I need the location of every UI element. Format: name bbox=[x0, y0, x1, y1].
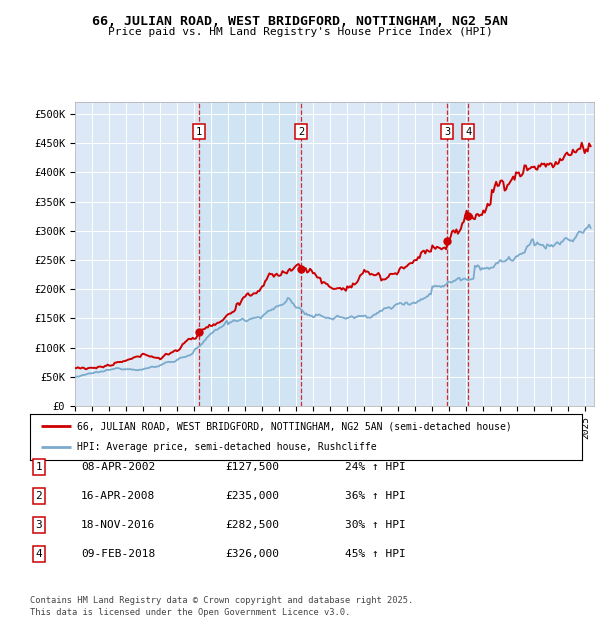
Text: 30% ↑ HPI: 30% ↑ HPI bbox=[345, 520, 406, 530]
Text: 3: 3 bbox=[444, 126, 451, 136]
Text: 3: 3 bbox=[35, 520, 43, 530]
Text: 66, JULIAN ROAD, WEST BRIDGFORD, NOTTINGHAM, NG2 5AN (semi-detached house): 66, JULIAN ROAD, WEST BRIDGFORD, NOTTING… bbox=[77, 421, 512, 431]
Text: 4: 4 bbox=[35, 549, 43, 559]
Text: 66, JULIAN ROAD, WEST BRIDGFORD, NOTTINGHAM, NG2 5AN: 66, JULIAN ROAD, WEST BRIDGFORD, NOTTING… bbox=[92, 15, 508, 28]
Text: 36% ↑ HPI: 36% ↑ HPI bbox=[345, 491, 406, 501]
Text: 18-NOV-2016: 18-NOV-2016 bbox=[81, 520, 155, 530]
Text: 16-APR-2008: 16-APR-2008 bbox=[81, 491, 155, 501]
Text: £326,000: £326,000 bbox=[225, 549, 279, 559]
Text: £282,500: £282,500 bbox=[225, 520, 279, 530]
Text: 45% ↑ HPI: 45% ↑ HPI bbox=[345, 549, 406, 559]
Bar bbox=[448, 102, 468, 406]
Text: Price paid vs. HM Land Registry's House Price Index (HPI): Price paid vs. HM Land Registry's House … bbox=[107, 27, 493, 37]
Text: 4: 4 bbox=[465, 126, 472, 136]
Text: £235,000: £235,000 bbox=[225, 491, 279, 501]
Text: 1: 1 bbox=[35, 462, 43, 472]
Text: 09-FEB-2018: 09-FEB-2018 bbox=[81, 549, 155, 559]
Text: 2: 2 bbox=[298, 126, 304, 136]
Text: 1: 1 bbox=[196, 126, 202, 136]
Text: Contains HM Land Registry data © Crown copyright and database right 2025.
This d: Contains HM Land Registry data © Crown c… bbox=[30, 596, 413, 617]
Text: 08-APR-2002: 08-APR-2002 bbox=[81, 462, 155, 472]
Text: 2: 2 bbox=[35, 491, 43, 501]
Text: HPI: Average price, semi-detached house, Rushcliffe: HPI: Average price, semi-detached house,… bbox=[77, 443, 377, 453]
Text: £127,500: £127,500 bbox=[225, 462, 279, 472]
Text: 24% ↑ HPI: 24% ↑ HPI bbox=[345, 462, 406, 472]
Bar bbox=[199, 102, 301, 406]
